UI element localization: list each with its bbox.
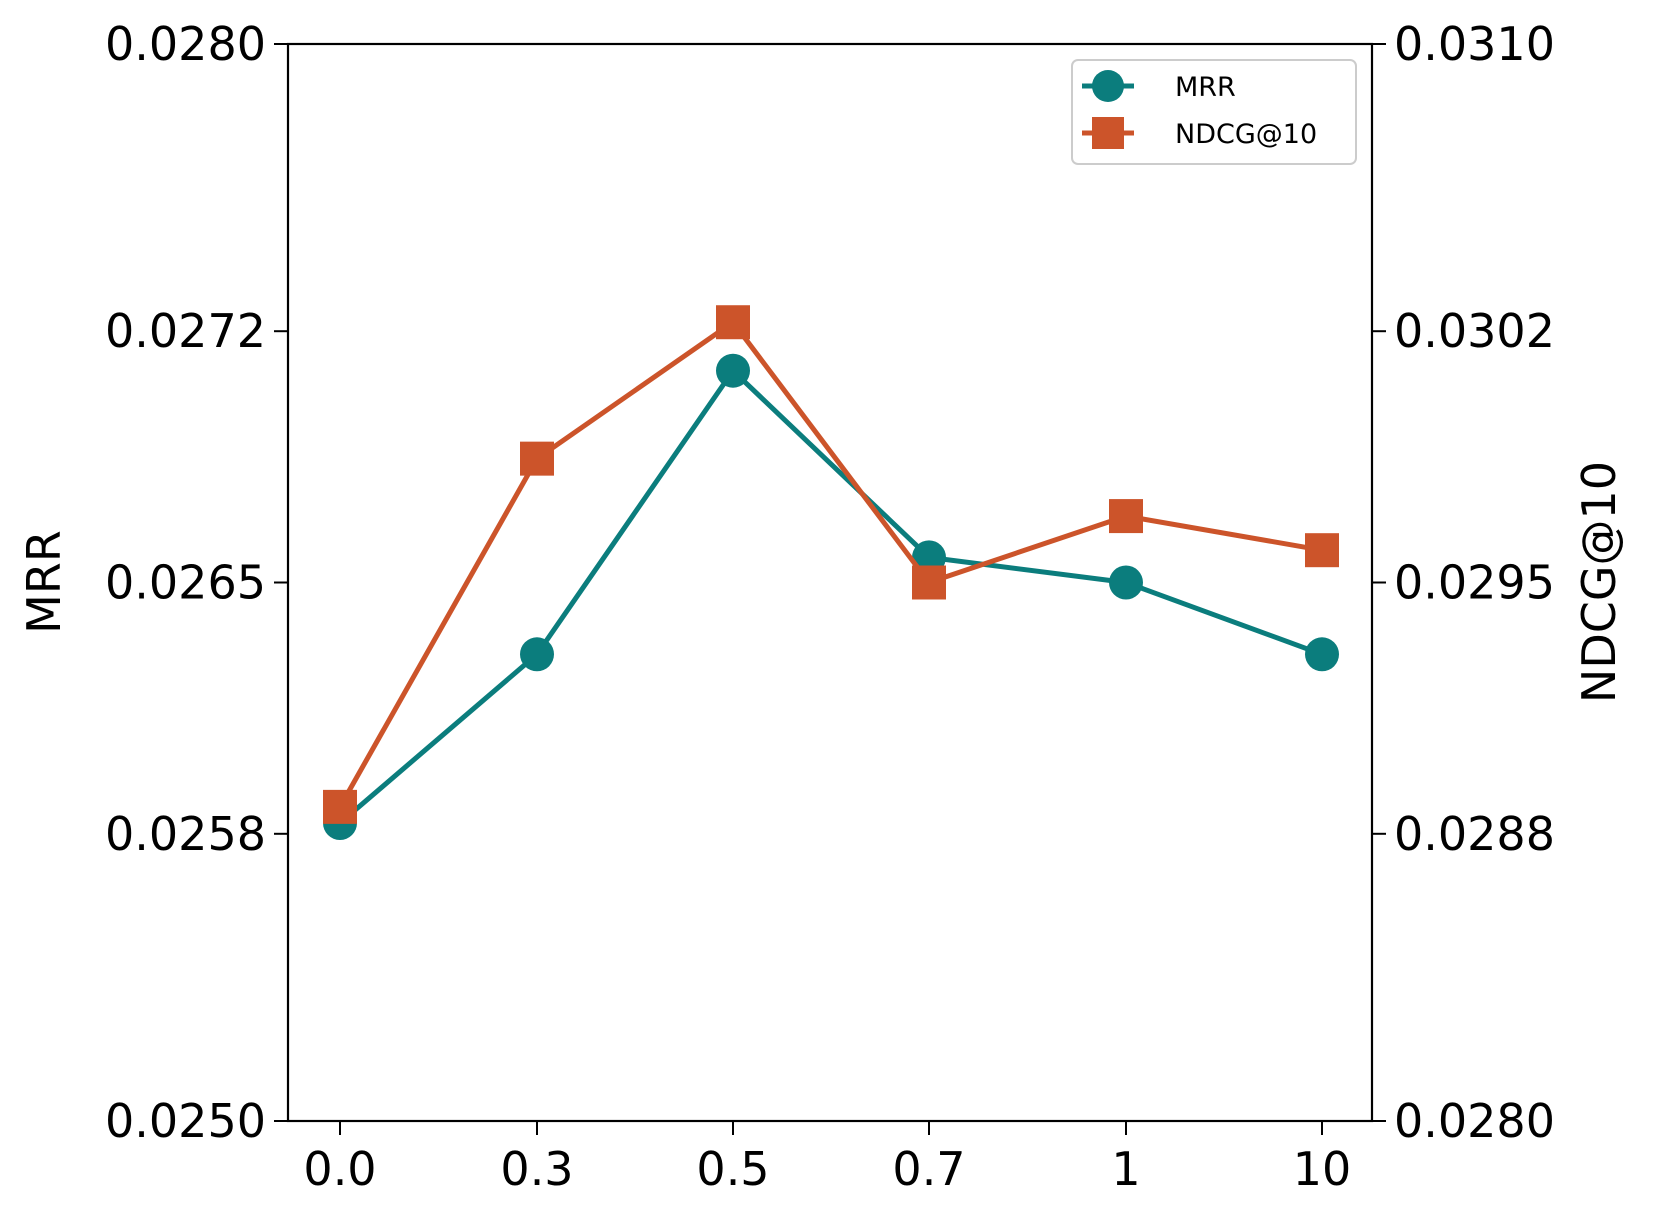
data-point-mrr — [1305, 637, 1339, 672]
right-axis-ticks: 0.0280 0.0288 0.0295 0.0302 0.0310 — [1372, 17, 1555, 1148]
x-tick-label: 10 — [1293, 1142, 1352, 1196]
data-point-ndcg-10 — [520, 441, 554, 476]
data-point-ndcg-10 — [912, 565, 946, 600]
x-tick-label: 1 — [1111, 1142, 1140, 1196]
series-line-ndcg-10 — [337, 319, 1323, 809]
left-tick-label: 0.0258 — [105, 807, 266, 861]
x-axis-ticks: 0.0 0.3 0.5 0.7 1 10 — [303, 1121, 1351, 1196]
data-point-ndcg-10 — [716, 305, 750, 340]
right-tick-label: 0.0288 — [1394, 807, 1555, 861]
left-tick-label: 0.0250 — [105, 1094, 266, 1148]
x-tick-label: 0.5 — [696, 1142, 769, 1196]
legend: MRR NDCG@10 — [1071, 59, 1357, 165]
right-tick-label: 0.0310 — [1394, 17, 1555, 71]
right-tick-label: 0.0280 — [1394, 1094, 1555, 1148]
series-line-mrr — [338, 368, 1323, 825]
legend-mrr-label: MRR — [1175, 72, 1236, 103]
x-tick-label: 0.7 — [892, 1142, 965, 1196]
right-tick-label: 0.0295 — [1394, 556, 1555, 610]
left-tick-label: 0.0265 — [105, 556, 266, 610]
x-tick-label: 0.0 — [303, 1142, 376, 1196]
left-tick-label: 0.0272 — [105, 304, 266, 358]
x-tick-label: 0.3 — [500, 1142, 573, 1196]
data-point-ndcg-10 — [1109, 499, 1143, 534]
data-point-mrr — [520, 637, 554, 672]
left-axis-label: MRR — [17, 530, 71, 634]
data-point-mrr — [716, 353, 750, 388]
right-tick-label: 0.0302 — [1394, 304, 1555, 358]
right-axis-label: NDCG@10 — [1572, 461, 1626, 703]
data-point-ndcg-10 — [323, 789, 357, 824]
series-layer — [323, 305, 1339, 841]
legend-ndcg-marker — [1092, 117, 1124, 149]
left-axis-ticks: 0.0250 0.0258 0.0265 0.0272 0.0280 — [105, 17, 288, 1148]
legend-mrr-marker — [1092, 70, 1124, 102]
data-point-ndcg-10 — [1305, 533, 1339, 568]
legend-box — [1071, 59, 1357, 165]
left-tick-label: 0.0280 — [105, 17, 266, 71]
plot-frame — [286, 42, 1374, 1123]
data-point-mrr — [1109, 565, 1143, 600]
legend-ndcg-label: NDCG@10 — [1175, 119, 1317, 150]
